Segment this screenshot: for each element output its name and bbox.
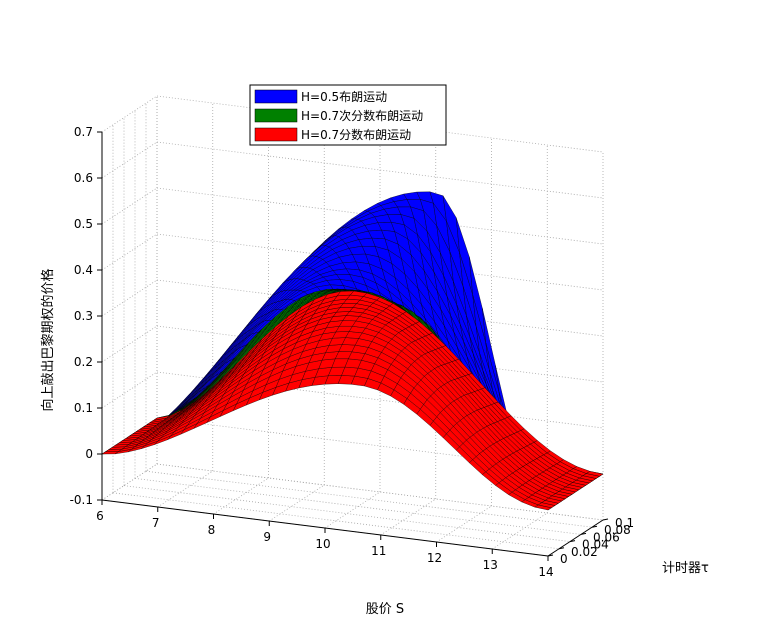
grid-line — [123, 485, 571, 542]
grid-line — [157, 470, 213, 508]
y-tick-label: 0.06 — [593, 530, 620, 544]
legend-swatch-0 — [254, 89, 298, 104]
grid-line — [101, 463, 158, 501]
y-tick-mark — [569, 540, 576, 543]
x-tick-label: 12 — [427, 551, 442, 565]
grid-line — [101, 187, 158, 225]
tick-labels: 6 7 8 9 10 11 12 13 1400.020.040.060.080.1-0.100… — [70, 125, 635, 579]
surface-facet — [585, 471, 604, 477]
y-axis-line — [547, 519, 604, 557]
y-tick-mark — [558, 547, 565, 550]
y-tick-label: 0.08 — [604, 523, 631, 537]
z-tick-label: 0.7 — [74, 125, 93, 139]
surface-2 — [101, 290, 604, 511]
z-tick-label: 0 — [85, 447, 93, 461]
surfaces — [101, 191, 604, 511]
z-tick-label: 0.2 — [74, 355, 93, 369]
y-axis-label: 计时器τ — [662, 561, 709, 576]
z-tick-label: 0.5 — [74, 217, 93, 231]
grid-line — [436, 505, 492, 543]
grid-line — [492, 512, 548, 550]
z-tick-label: 0.6 — [74, 171, 93, 185]
z-tick-label: 0.3 — [74, 309, 93, 323]
x-tick-label: 14 — [538, 565, 553, 579]
x-tick-label: 11 — [371, 544, 386, 558]
z-tick-label: 0.1 — [74, 401, 93, 415]
x-tick-label: 8 — [208, 523, 216, 537]
legend-swatch-2 — [254, 127, 298, 142]
grid-line — [101, 371, 158, 409]
z-tick-label: -0.1 — [70, 493, 93, 507]
grid-line — [269, 484, 325, 522]
grid-line — [101, 141, 158, 179]
y-tick-label: 0.1 — [615, 516, 634, 530]
grid-line — [112, 492, 560, 550]
legend-entry-0: H=0.5布朗运动 — [301, 90, 387, 104]
y-tick-label: 0.02 — [571, 545, 598, 559]
y-tick-label: 0.04 — [582, 538, 609, 552]
grid-line — [380, 498, 436, 536]
y-tick-mark — [580, 532, 587, 535]
legend: H=0.5布朗运动 H=0.7次分数布朗运动 H=0.7分数布朗运动 — [249, 84, 447, 146]
x-tick-label: 7 — [152, 516, 160, 530]
y-tick-mark — [547, 554, 554, 557]
grid-line — [101, 325, 158, 363]
y-tick-label: 0 — [560, 552, 568, 566]
grid-line — [101, 233, 158, 271]
x-tick-label: 9 — [263, 530, 271, 544]
x-tick-label: 10 — [315, 537, 330, 551]
x-tick-label: 13 — [483, 558, 498, 572]
grid-line — [213, 477, 269, 515]
legend-entry-2: H=0.7分数布朗运动 — [301, 127, 411, 142]
legend-swatch-1 — [254, 108, 298, 123]
y-tick-mark — [602, 518, 609, 521]
grid-line — [324, 491, 381, 529]
grid-line — [101, 279, 158, 317]
z-axis-label: 向上敲出巴黎期权的价格 — [40, 268, 56, 411]
z-tick-label: 0.4 — [74, 263, 93, 277]
y-tick-mark — [591, 525, 598, 528]
grid-line — [101, 95, 158, 133]
legend-entry-1: H=0.7次分数布朗运动 — [301, 108, 423, 123]
x-axis-label: 股价 S — [366, 602, 404, 617]
x-tick-label: 6 — [96, 509, 104, 523]
